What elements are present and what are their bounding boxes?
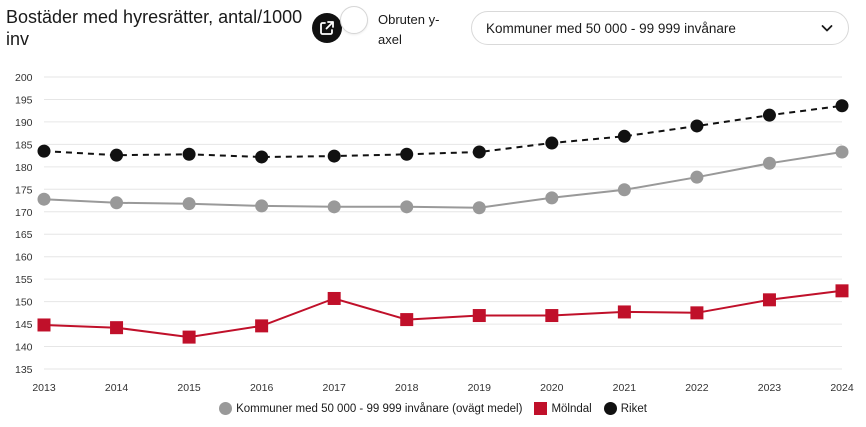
- data-point: [762, 108, 776, 122]
- data-point: [690, 119, 704, 133]
- data-point: [110, 148, 124, 162]
- series-line: [43, 151, 843, 209]
- series-line: [43, 104, 843, 159]
- data-point: [545, 191, 559, 205]
- data-point: [835, 145, 849, 159]
- chart-legend: Kommuner med 50 000 - 99 999 invånare (o…: [0, 402, 866, 415]
- data-point: [182, 147, 196, 161]
- toggle-label: Obruten y-axel: [378, 12, 440, 47]
- data-point: [472, 201, 486, 215]
- data-point: [400, 200, 414, 214]
- data-point: [327, 149, 341, 163]
- data-point: [617, 305, 631, 319]
- x-tick-label: 2015: [177, 382, 201, 394]
- x-tick-label: 2020: [540, 382, 564, 394]
- data-point: [472, 309, 486, 323]
- data-point: [255, 150, 269, 164]
- data-point: [37, 144, 51, 158]
- data-point: [255, 319, 269, 333]
- data-point: [400, 147, 414, 161]
- x-tick-label: 2019: [468, 382, 492, 394]
- legend-swatch: [603, 402, 617, 415]
- data-point: [617, 129, 631, 143]
- y-tick-label: 180: [15, 162, 33, 174]
- data-point: [762, 156, 776, 170]
- x-tick-label: 2018: [395, 382, 419, 394]
- y-tick-label: 140: [15, 342, 33, 354]
- data-point: [545, 309, 559, 323]
- series-line: [43, 289, 843, 339]
- data-point: [182, 197, 196, 211]
- data-point: [327, 291, 341, 305]
- data-point: [182, 330, 196, 344]
- share-button[interactable]: [312, 13, 342, 43]
- x-tick-label: 2014: [105, 382, 129, 394]
- select-value: Kommuner med 50 000 - 99 999 invånare: [486, 20, 736, 36]
- legend-label: Riket: [620, 402, 647, 415]
- x-tick-label: 2013: [32, 382, 56, 394]
- data-point: [690, 306, 704, 320]
- x-tick-label: 2016: [250, 382, 274, 394]
- data-point: [37, 192, 51, 206]
- data-point: [835, 284, 849, 298]
- x-tick-label: 2023: [758, 382, 782, 394]
- legend-item[interactable]: Riket: [603, 402, 647, 415]
- y-tick-label: 170: [15, 207, 33, 219]
- legend-label: Mölndal: [551, 402, 592, 415]
- unbroken-y-axis-toggle[interactable]: Obruten y-axel: [340, 6, 450, 50]
- data-point: [472, 145, 486, 159]
- data-point: [617, 183, 631, 197]
- legend-item[interactable]: Kommuner med 50 000 - 99 999 invånare (o…: [219, 402, 522, 415]
- chevron-down-icon: [820, 21, 834, 35]
- x-tick-label: 2022: [685, 382, 709, 394]
- data-point: [255, 199, 269, 213]
- y-tick-label: 190: [15, 117, 33, 129]
- legend-label: Kommuner med 50 000 - 99 999 invånare (o…: [236, 402, 523, 415]
- data-point: [327, 200, 341, 214]
- data-point: [400, 313, 414, 327]
- external-share-icon: [320, 21, 334, 35]
- toggle-knob[interactable]: [340, 6, 368, 34]
- legend-swatch: [219, 402, 233, 415]
- chart-title: Bostäder med hyresrätter, antal/1000 inv: [6, 7, 303, 49]
- x-tick-label: 2021: [613, 382, 637, 394]
- data-point: [545, 136, 559, 150]
- y-tick-label: 135: [15, 364, 33, 376]
- y-tick-label: 185: [15, 139, 33, 151]
- data-point: [835, 99, 849, 113]
- x-tick-label: 2017: [323, 382, 347, 394]
- y-tick-label: 160: [15, 252, 33, 264]
- y-tick-label: 150: [15, 297, 33, 309]
- y-tick-label: 145: [15, 319, 33, 331]
- data-point: [110, 196, 124, 210]
- data-point: [690, 170, 704, 184]
- legend-swatch: [534, 402, 548, 415]
- data-point: [37, 318, 51, 332]
- y-tick-label: 175: [15, 184, 33, 196]
- municipality-group-select[interactable]: Kommuner med 50 000 - 99 999 invånare: [471, 11, 849, 45]
- legend-item[interactable]: Mölndal: [534, 402, 592, 415]
- y-tick-label: 155: [15, 274, 33, 286]
- y-tick-label: 200: [15, 72, 33, 84]
- y-tick-label: 195: [15, 94, 33, 106]
- data-point: [110, 321, 124, 335]
- x-tick-label: 2024: [830, 382, 854, 394]
- y-tick-label: 165: [15, 229, 33, 241]
- data-point: [762, 293, 776, 307]
- line-chart: 200 195 190 185 180 175 170 165 160 155 150 145 140 1…: [15, 72, 854, 394]
